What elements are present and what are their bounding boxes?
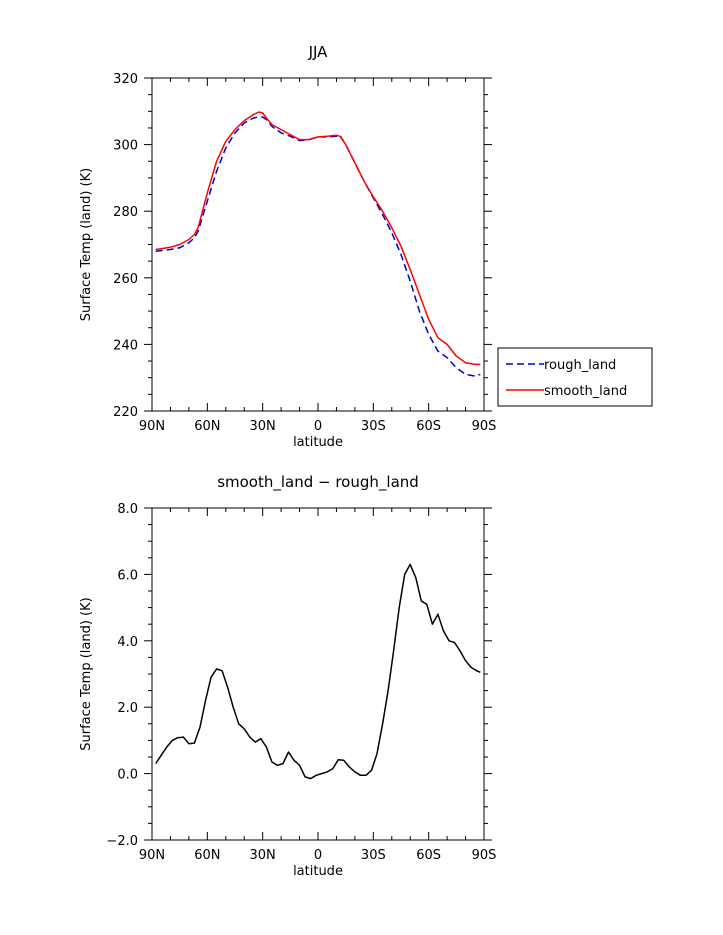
chart-surface-temp-jja: 90N 60N 30N 0 30S 60S 90S 220 240 260 280 300 320 JJA… xyxy=(79,43,496,450)
x-tick-label: 30N xyxy=(250,848,276,863)
plot-frame xyxy=(151,507,485,841)
plot-frame xyxy=(151,77,485,412)
chart-title: smooth_land − rough_land xyxy=(217,473,419,492)
x-tick-label: 90S xyxy=(472,848,497,863)
x-tick-label: 90S xyxy=(472,419,497,434)
x-tick-label: 30N xyxy=(250,419,276,434)
x-tick-label: 90N xyxy=(139,419,165,434)
y-axis-title: Surface Temp (land) (K) xyxy=(79,168,94,321)
series-line-rough_land xyxy=(155,116,481,377)
y-axis-title: Surface Temp (land) (K) xyxy=(79,597,94,750)
x-tick-label: 60S xyxy=(416,419,441,434)
legend-label-rough_land: rough_land xyxy=(544,358,616,373)
y-tick-label: 0.0 xyxy=(117,768,138,783)
y-tick-label: 300 xyxy=(113,139,138,154)
y-tick-label: 320 xyxy=(113,72,138,87)
x-tick-label: 30S xyxy=(361,419,386,434)
y-tick-label: 280 xyxy=(113,205,138,220)
chart-title: JJA xyxy=(308,43,329,61)
y-tick-label: −2.0 xyxy=(106,834,138,849)
y-tick-label: 8.0 xyxy=(117,502,138,517)
y-tick-label: 220 xyxy=(113,405,138,420)
y-tick-label: 6.0 xyxy=(117,568,138,583)
x-tick-label: 60N xyxy=(194,848,220,863)
y-tick-label: 260 xyxy=(113,272,138,287)
legend: rough_land smooth_land xyxy=(497,347,653,407)
chart-surface-temp-difference: 90N 60N 30N 0 30S 60S 90S −2.0 0.0 2.0 4.0 6.0 8.0 sm… xyxy=(79,473,496,879)
series-line-smooth_land xyxy=(155,111,481,366)
x-tick-label: 90N xyxy=(139,848,165,863)
x-tick-label: 60S xyxy=(416,848,441,863)
y-tick-label: 240 xyxy=(113,338,138,353)
y-tick-label: 2.0 xyxy=(117,701,138,716)
x-tick-label: 30S xyxy=(361,848,386,863)
series-line-series-0 xyxy=(155,563,481,780)
x-tick-label: 60N xyxy=(194,419,220,434)
x-tick-label: 0 xyxy=(314,419,322,434)
x-tick-label: 0 xyxy=(314,848,322,863)
legend-label-smooth_land: smooth_land xyxy=(544,384,627,399)
x-axis-title: latitude xyxy=(293,864,343,879)
y-tick-label: 4.0 xyxy=(117,635,138,650)
legend-box xyxy=(497,347,653,407)
x-axis-title: latitude xyxy=(293,435,343,450)
